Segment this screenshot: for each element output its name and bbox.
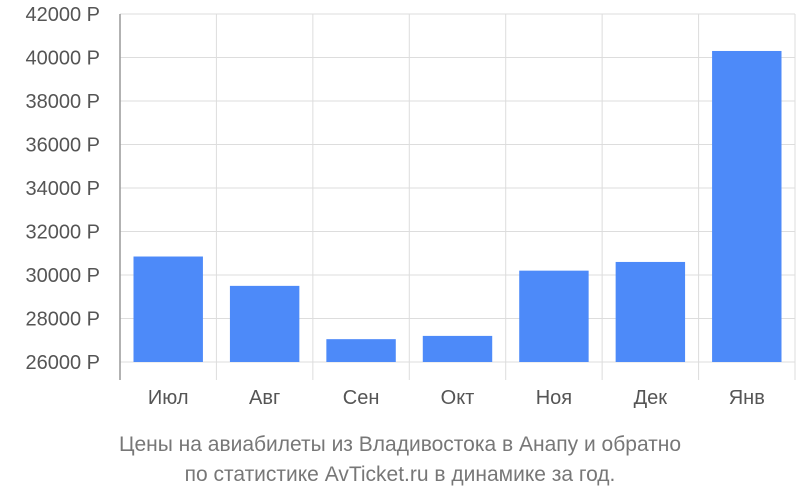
bar-1 <box>133 256 203 362</box>
y-axis-tick-labels: 26000 Р 28000 Р 30000 Р 32000 Р 34000 Р 36000… <box>25 4 100 374</box>
bar-3 <box>326 339 396 362</box>
x-tick-label: Ноя <box>536 387 572 409</box>
bar-4 <box>422 335 493 362</box>
bar-7 <box>712 50 782 362</box>
bar-6 <box>615 261 686 362</box>
bar-chart: 26000 Р 28000 Р 30000 Р 32000 Р 34000 Р 36000… <box>25 4 796 409</box>
y-tick-label: 26000 Р <box>25 352 100 374</box>
y-tick-label: 34000 Р <box>25 178 100 200</box>
grid-lines <box>119 13 796 380</box>
x-tick-label: Июл <box>148 387 189 409</box>
y-tick-label: 40000 Р <box>25 48 100 70</box>
bars <box>133 50 782 362</box>
bar-5 <box>519 270 589 362</box>
bar-2 <box>229 285 300 362</box>
x-tick-label: Авг <box>249 387 280 409</box>
y-tick-label: 42000 Р <box>25 4 100 26</box>
x-axis-tick-labels: Июл Авг Сен Окт Ноя Дек Янв <box>148 387 765 409</box>
y-tick-label: 36000 Р <box>25 135 100 157</box>
x-tick-label: Дек <box>634 387 668 409</box>
y-tick-label: 38000 Р <box>25 91 100 113</box>
y-tick-label: 30000 Р <box>25 265 100 287</box>
y-tick-label: 28000 Р <box>25 309 100 331</box>
x-tick-label: Окт <box>441 387 475 409</box>
chart-caption-line-2: по статистике AvTicket.ru в динамике за … <box>184 463 616 486</box>
y-tick-label: 32000 Р <box>25 222 100 244</box>
chart-caption-line-1: Цены на авиабилеты из Владивостока в Ана… <box>118 433 682 456</box>
x-tick-label: Сен <box>343 387 380 409</box>
x-tick-label: Янв <box>729 387 765 409</box>
